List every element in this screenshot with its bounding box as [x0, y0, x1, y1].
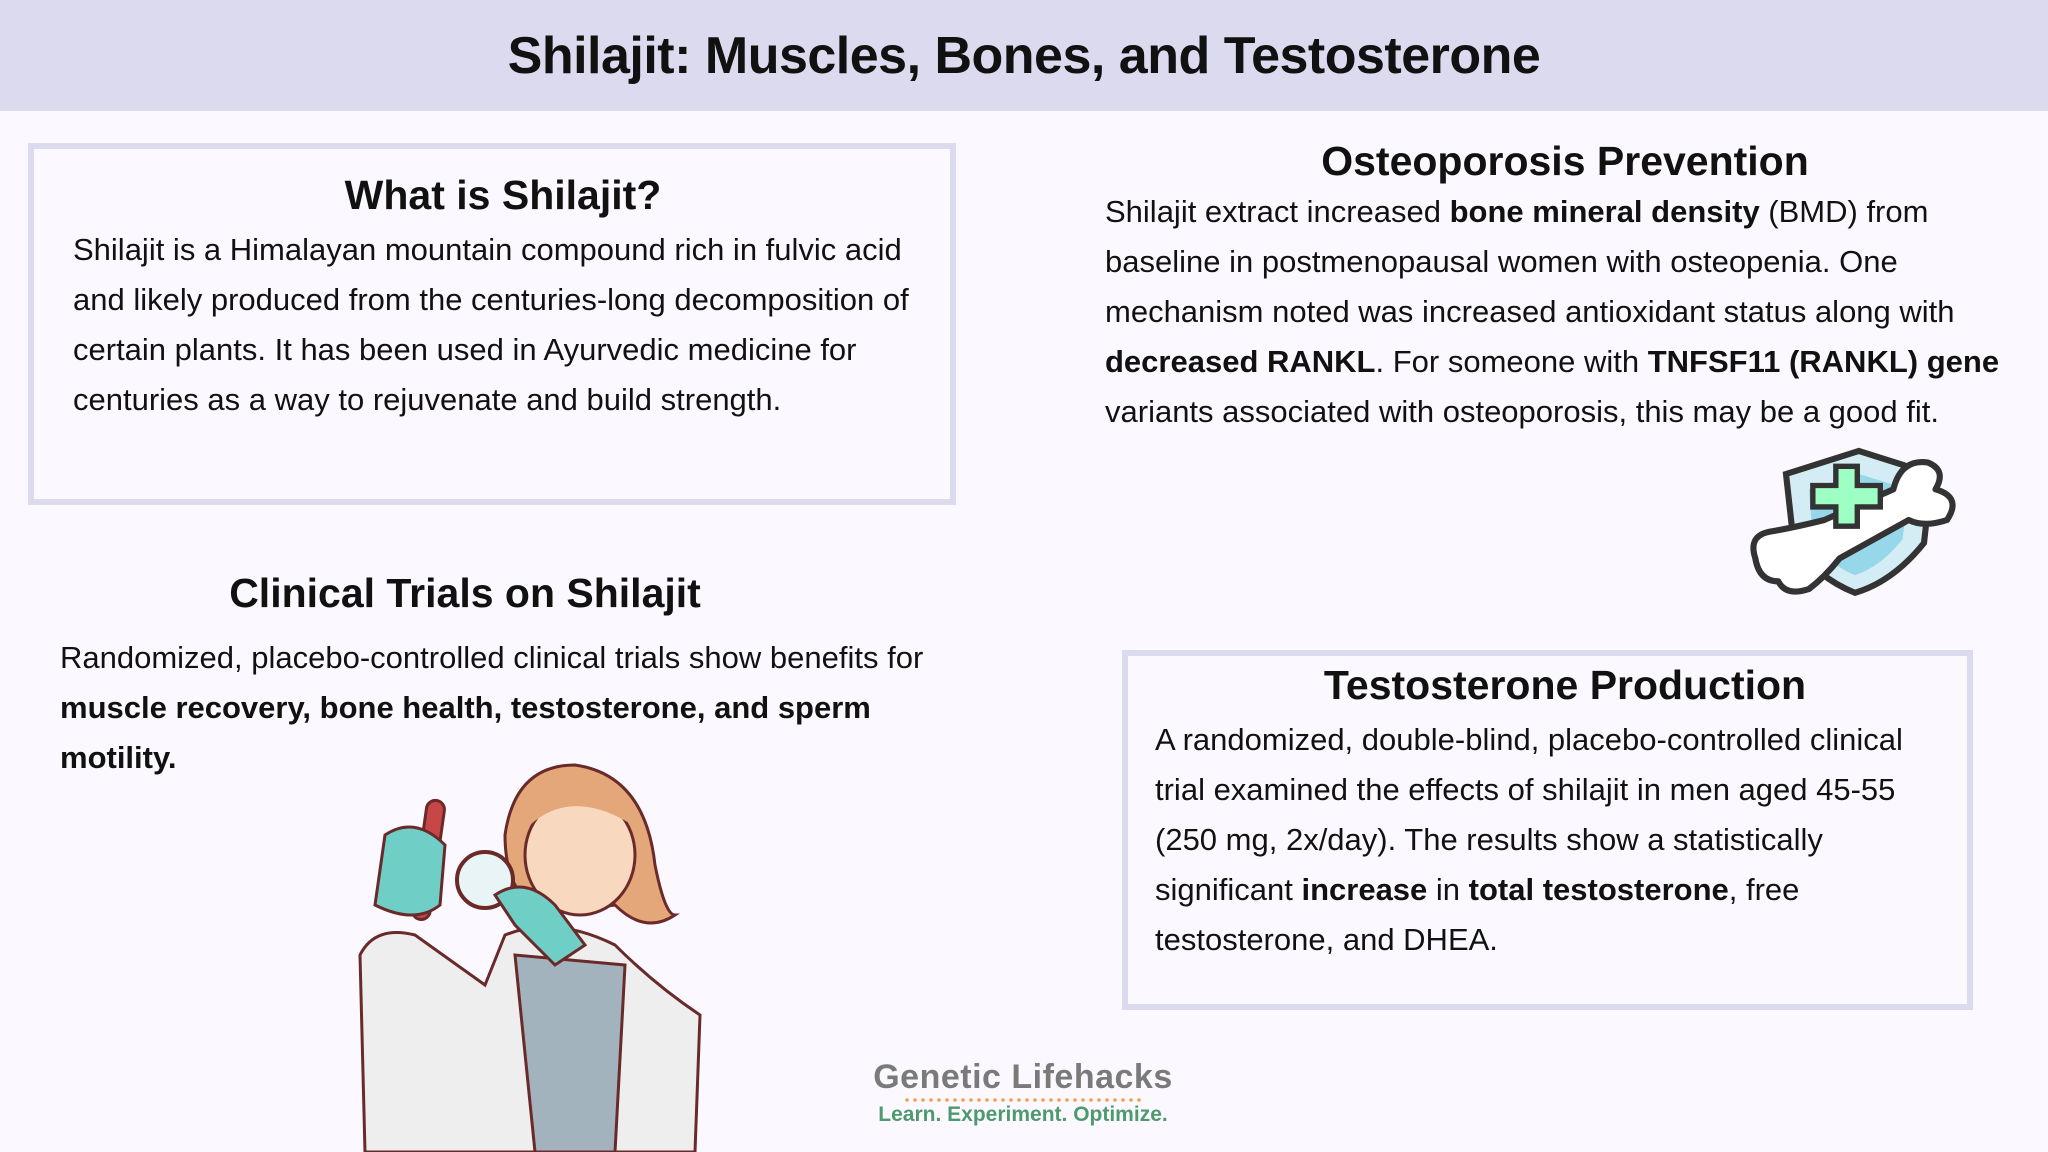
logo-dots	[903, 1097, 1143, 1103]
testo-box	[1122, 650, 1973, 1010]
text-segment: variants associated with osteoporosis, t…	[1105, 394, 1939, 429]
text-segment: (BMD) from baseline in postmenopausal wo…	[1105, 194, 1955, 329]
bold-text: increase	[1301, 872, 1428, 907]
logo-name: Genetic Lifehacks	[873, 1058, 1173, 1096]
bold-text: muscle recovery, bone health, testostero…	[60, 690, 871, 775]
text-segment: , free testosterone, and DHEA.	[1155, 872, 1800, 957]
bold-text: decreased RANKL	[1105, 344, 1376, 379]
logo-tagline: Learn. Experiment. Optimize.	[878, 1103, 1168, 1126]
osteo-body: Shilajit extract increased bone mineral …	[1105, 187, 2005, 437]
what-is-body: Shilajit is a Himalayan mountain compoun…	[73, 225, 933, 425]
text-segment: in	[1427, 872, 1469, 907]
bold-text: TNFSF11 (RANKL) gene	[1647, 344, 2000, 379]
testo-section: Testosterone Production A randomized, do…	[1155, 662, 1960, 965]
text-segment: A randomized, double-blind, placebo-cont…	[1155, 722, 1903, 907]
osteo-section: Osteoporosis Prevention Shilajit extract…	[1105, 138, 2005, 437]
text-segment: Randomized, placebo-controlled clinical …	[60, 640, 924, 675]
text-segment: . For someone with	[1375, 344, 1648, 379]
text-segment: Shilajit extract increased	[1105, 194, 1450, 229]
what-is-section: What is Shilajit? Shilajit is a Himalaya…	[73, 172, 933, 425]
clinical-body: Randomized, placebo-controlled clinical …	[60, 633, 940, 783]
clinical-heading: Clinical Trials on Shilajit	[229, 570, 701, 616]
what-is-box	[28, 143, 956, 505]
scientist-illustration	[358, 763, 702, 1152]
testo-heading: Testosterone Production	[1323, 662, 1807, 708]
bone-shield-icon	[1750, 447, 1956, 597]
testo-body: A randomized, double-blind, placebo-cont…	[1155, 715, 1960, 965]
text-segment: Shilajit is a Himalayan mountain compoun…	[73, 232, 909, 417]
genetic-lifehacks-logo: Genetic Lifehacks Learn. Experiment. Opt…	[823, 1058, 1223, 1127]
bold-text: total testosterone	[1468, 872, 1729, 907]
header-banner: Shilajit: Muscles, Bones, and Testostero…	[0, 0, 2048, 111]
osteo-heading: Osteoporosis Prevention	[1321, 138, 1809, 184]
page-title: Shilajit: Muscles, Bones, and Testostero…	[507, 26, 1541, 85]
bold-text: bone mineral density	[1449, 194, 1760, 229]
clinical-section: Clinical Trials on Shilajit Randomized, …	[60, 570, 940, 783]
what-is-heading: What is Shilajit?	[344, 172, 662, 218]
